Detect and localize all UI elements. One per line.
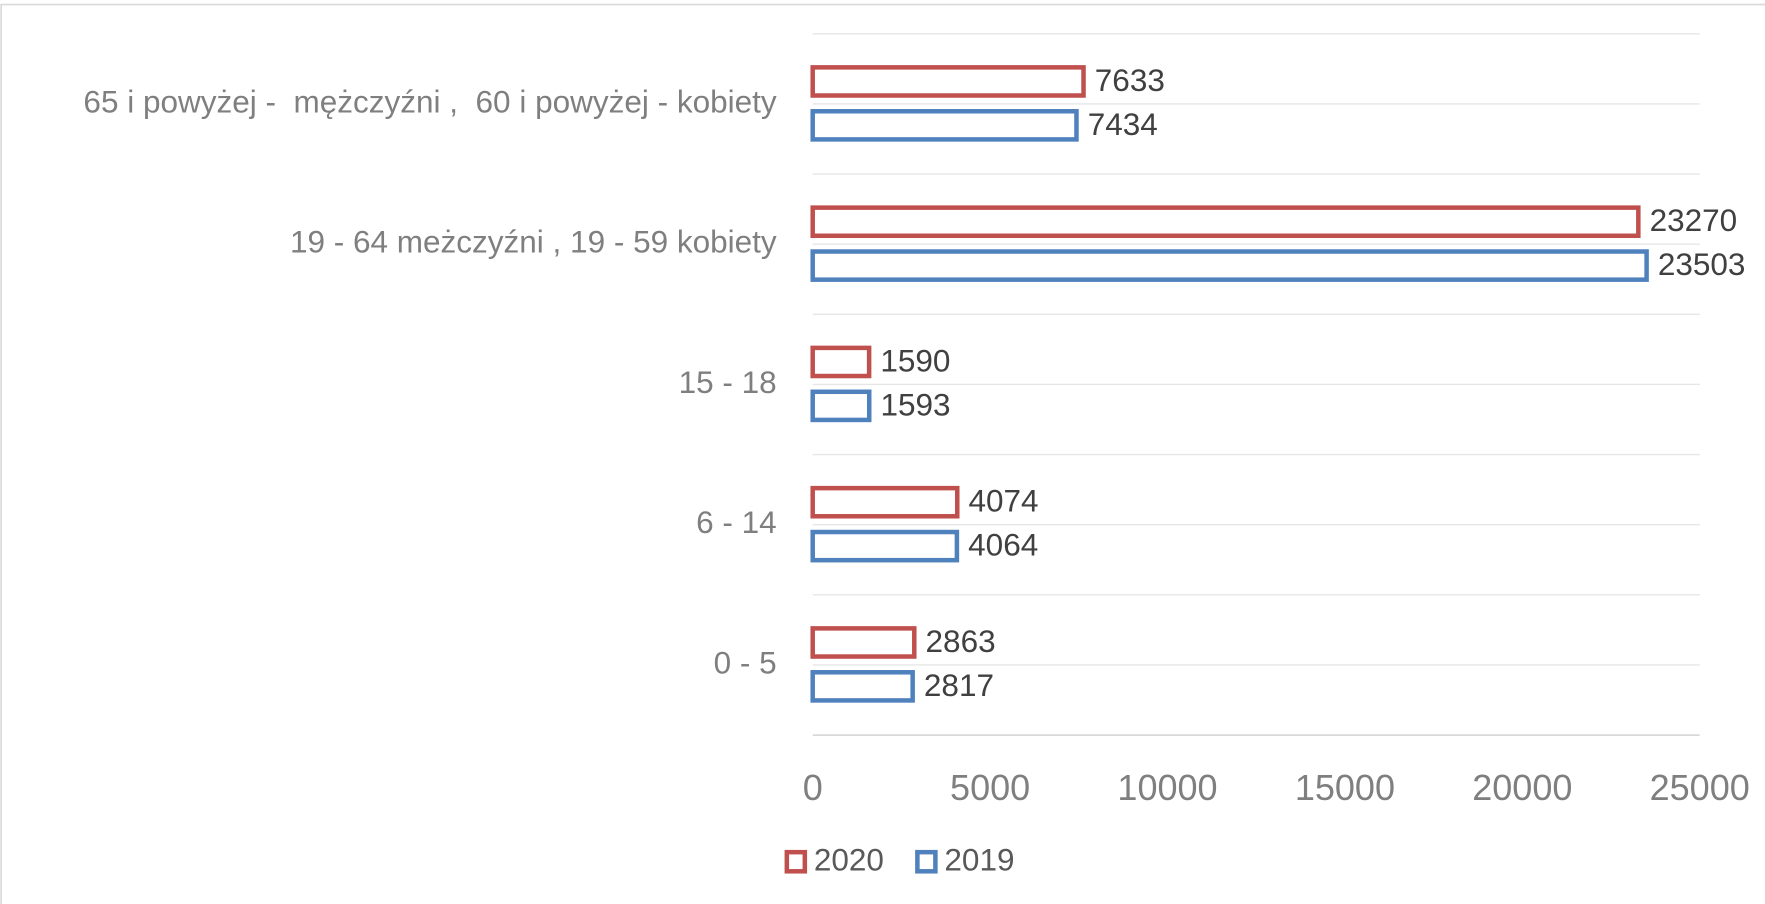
legend-swatch — [784, 849, 808, 874]
bar — [810, 485, 960, 519]
bar — [810, 389, 872, 423]
value-label: 7434 — [1088, 106, 1158, 142]
category-label: 15 - 18 — [679, 364, 777, 400]
value-label: 4064 — [968, 527, 1038, 563]
value-label: 23270 — [1650, 202, 1738, 238]
bar — [810, 670, 915, 703]
legend-swatch — [915, 849, 938, 874]
legend-label: 2019 — [944, 842, 1014, 878]
bar — [810, 345, 872, 379]
value-label: 23503 — [1658, 246, 1746, 282]
value-label: 2863 — [926, 623, 996, 659]
x-tick-label: 0 — [803, 767, 823, 808]
category-label: 0 - 5 — [714, 644, 777, 680]
x-tick-label: 15000 — [1295, 767, 1395, 808]
category-label: 6 - 14 — [696, 504, 777, 540]
category-label: 19 - 64 meżczyźni , 19 - 59 kobiety — [290, 224, 777, 260]
value-label: 7633 — [1095, 62, 1165, 98]
bar — [810, 626, 917, 659]
bar — [810, 109, 1079, 142]
bar — [810, 529, 960, 563]
category-label: 65 i powyżej - mężczyźni , 60 i powyżej … — [83, 83, 777, 119]
legend-label: 2020 — [814, 842, 884, 878]
bar — [810, 249, 1649, 282]
x-tick-label: 10000 — [1117, 767, 1217, 808]
x-tick-label: 5000 — [950, 767, 1030, 808]
value-label: 1593 — [880, 386, 950, 422]
x-tick-label: 25000 — [1650, 767, 1750, 808]
x-tick-label: 20000 — [1472, 767, 1572, 808]
bar — [810, 205, 1641, 239]
value-label: 2817 — [924, 667, 994, 703]
value-label: 1590 — [880, 342, 950, 378]
value-label: 4074 — [969, 483, 1039, 519]
bar — [810, 65, 1086, 98]
